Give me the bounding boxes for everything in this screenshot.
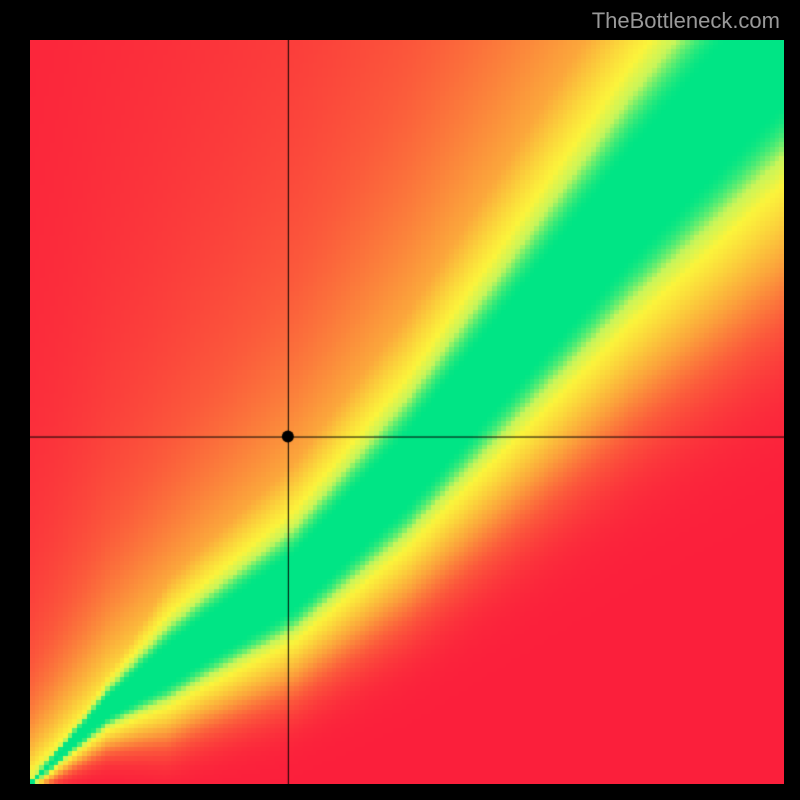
heatmap-canvas [30, 40, 784, 784]
watermark-text: TheBottleneck.com [592, 8, 780, 34]
